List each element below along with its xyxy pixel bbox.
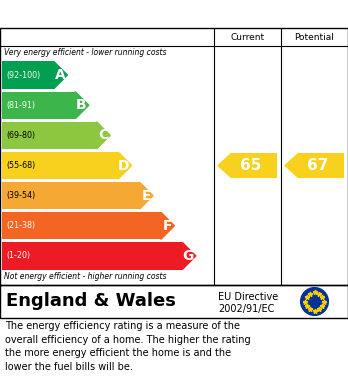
Text: 2002/91/EC: 2002/91/EC bbox=[218, 304, 274, 314]
Text: Current: Current bbox=[230, 32, 264, 41]
Polygon shape bbox=[182, 242, 196, 269]
Bar bbox=[1, 152, 118, 179]
Text: 65: 65 bbox=[240, 158, 261, 173]
Text: Potential: Potential bbox=[294, 32, 334, 41]
Polygon shape bbox=[118, 152, 132, 179]
Text: EU Directive: EU Directive bbox=[218, 292, 278, 301]
Text: F: F bbox=[163, 219, 172, 233]
Bar bbox=[232, 153, 277, 178]
Text: England & Wales: England & Wales bbox=[6, 292, 176, 310]
Text: G: G bbox=[182, 249, 194, 263]
Text: (39-54): (39-54) bbox=[6, 191, 35, 200]
Text: B: B bbox=[76, 98, 87, 112]
Text: Not energy efficient - higher running costs: Not energy efficient - higher running co… bbox=[4, 272, 166, 281]
Bar bbox=[1, 212, 161, 239]
Text: (21-38): (21-38) bbox=[6, 221, 35, 230]
Text: Energy Efficiency Rating: Energy Efficiency Rating bbox=[6, 7, 208, 22]
Bar bbox=[1, 242, 182, 269]
Text: (69-80): (69-80) bbox=[6, 131, 35, 140]
Text: (81-91): (81-91) bbox=[6, 101, 35, 110]
Bar bbox=[1, 61, 54, 89]
Text: (1-20): (1-20) bbox=[6, 251, 30, 260]
Text: (92-100): (92-100) bbox=[6, 70, 40, 80]
Polygon shape bbox=[218, 153, 232, 178]
Polygon shape bbox=[97, 122, 110, 149]
Polygon shape bbox=[161, 212, 174, 239]
Text: Very energy efficient - lower running costs: Very energy efficient - lower running co… bbox=[4, 48, 166, 57]
Text: A: A bbox=[55, 68, 65, 82]
Text: E: E bbox=[142, 188, 151, 203]
Text: D: D bbox=[118, 158, 129, 172]
Text: (55-68): (55-68) bbox=[6, 161, 35, 170]
Circle shape bbox=[301, 288, 329, 316]
Polygon shape bbox=[75, 91, 89, 119]
Text: 67: 67 bbox=[307, 158, 328, 173]
Polygon shape bbox=[54, 61, 68, 89]
Bar bbox=[1, 182, 140, 209]
Polygon shape bbox=[285, 153, 299, 178]
Bar bbox=[1, 122, 97, 149]
Polygon shape bbox=[140, 182, 153, 209]
Bar bbox=[299, 153, 344, 178]
Bar bbox=[1, 91, 75, 119]
Text: C: C bbox=[98, 128, 108, 142]
Text: The energy efficiency rating is a measure of the
overall efficiency of a home. T: The energy efficiency rating is a measur… bbox=[5, 321, 251, 372]
